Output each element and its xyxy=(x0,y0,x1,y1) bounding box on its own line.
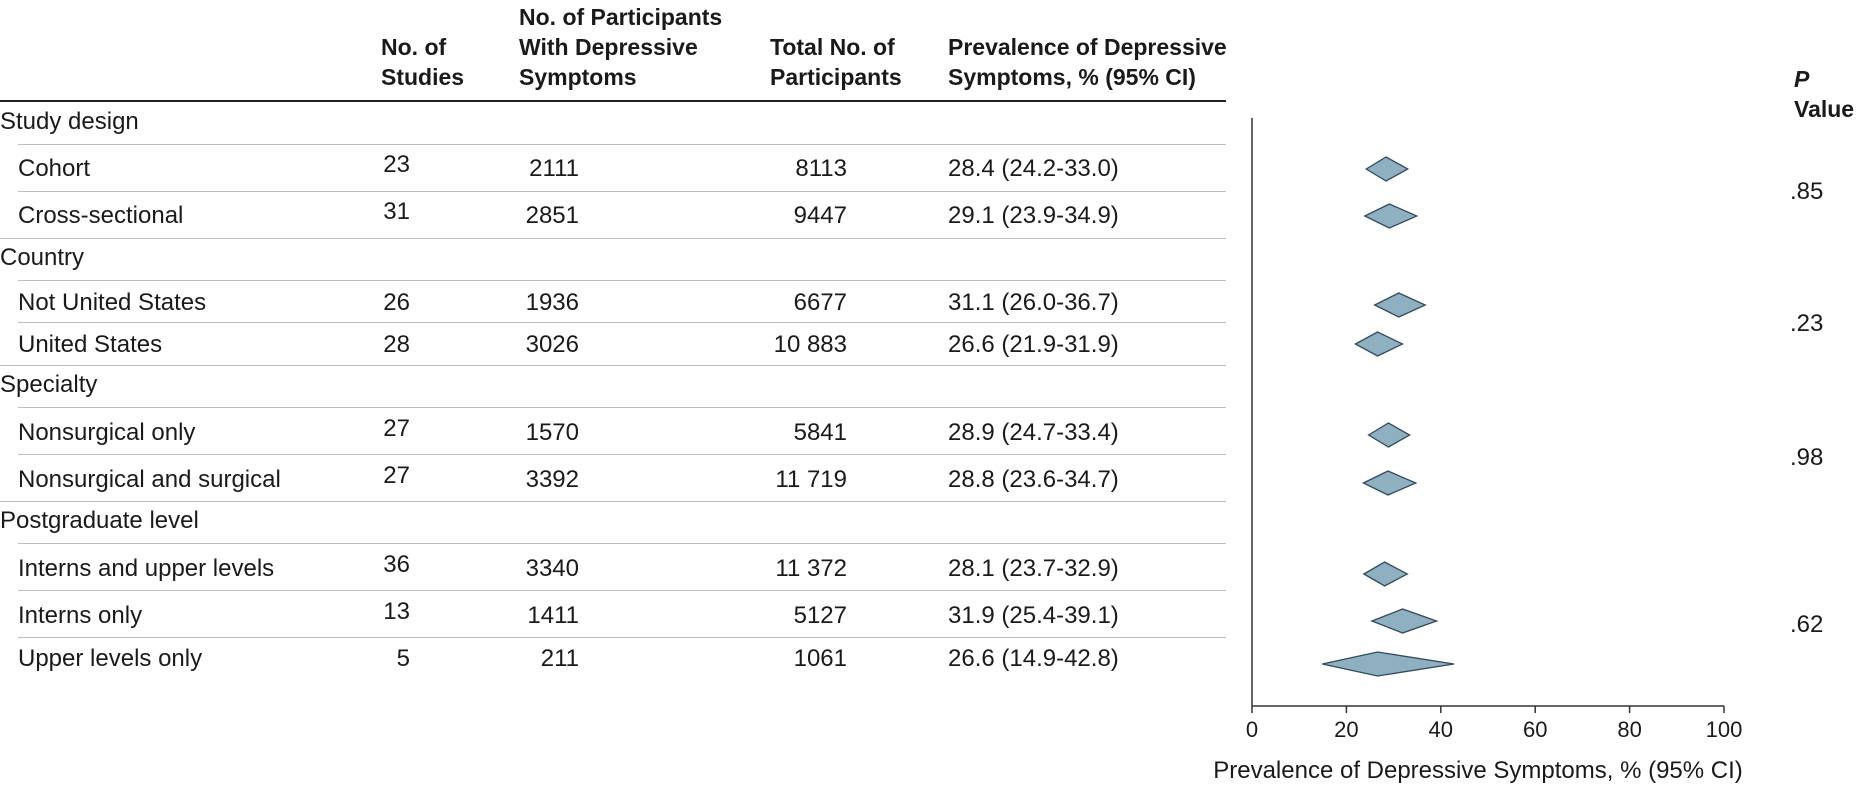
total-count: 8113 xyxy=(795,155,847,182)
row-label: Upper levels only xyxy=(18,645,203,672)
x-axis-title: Prevalence of Depressive Symptoms, % (95… xyxy=(1213,757,1743,784)
prevalence-value: 26.6 (21.9-31.9) xyxy=(948,331,1119,358)
header-p-value: P Value xyxy=(1794,64,1873,124)
header-no-of-studies: No. of Studies xyxy=(381,32,464,92)
row-separator xyxy=(18,637,1226,638)
studies-count: 27 xyxy=(383,462,410,489)
row-label: Nonsurgical only xyxy=(18,419,196,446)
header-line: Total No. of xyxy=(770,34,895,60)
estimate-diamond xyxy=(1367,422,1411,448)
group-label: Specialty xyxy=(0,371,98,398)
depressed-count: 2851 xyxy=(525,202,579,229)
header-line: Prevalence of Depressive xyxy=(948,34,1227,60)
x-tick-label: 20 xyxy=(1334,717,1358,742)
x-tick-label: 0 xyxy=(1246,717,1258,742)
p-value: .23 xyxy=(1790,310,1824,337)
row-label: Interns only xyxy=(18,602,143,629)
header-line: Symptoms, % (95% CI) xyxy=(948,64,1196,90)
estimate-diamond xyxy=(1362,561,1409,587)
estimate-diamond xyxy=(1354,331,1405,357)
header-line: No. of Participants xyxy=(519,4,723,30)
group-separator xyxy=(0,238,1226,239)
row-separator xyxy=(18,191,1226,192)
studies-count: 13 xyxy=(383,598,410,625)
total-count: 6677 xyxy=(793,289,847,316)
header-p-rest: Value xyxy=(1794,96,1855,122)
prevalence-value: 31.9 (25.4-39.1) xyxy=(948,602,1119,629)
forest-plot: 0 20 40 60 80 100 Prevalence of Depressive Sym… xyxy=(1213,118,1743,784)
depressed-count: 3340 xyxy=(525,555,579,582)
prevalence-value: 29.1 (23.9-34.9) xyxy=(948,202,1119,229)
row-separator xyxy=(18,590,1226,591)
p-value: .62 xyxy=(1790,611,1824,638)
group-label: Country xyxy=(0,244,85,271)
total-count: 9447 xyxy=(793,202,847,229)
header-line: Studies xyxy=(381,64,465,90)
depressed-count: 2111 xyxy=(529,155,579,182)
header-line: Participants xyxy=(770,64,902,90)
group-label: Postgraduate level xyxy=(0,507,199,534)
total-count: 11 719 xyxy=(775,466,847,493)
group-separator xyxy=(0,365,1226,366)
studies-count: 31 xyxy=(383,198,410,225)
row-label: United States xyxy=(18,331,163,358)
depressed-count: 3026 xyxy=(525,331,579,358)
row-label: Not United States xyxy=(18,289,207,316)
studies-count: 23 xyxy=(383,151,410,178)
header-line: No. of xyxy=(381,34,447,60)
row-label: Nonsurgical and surgical xyxy=(18,466,281,493)
x-tick-label: 80 xyxy=(1617,717,1641,742)
row-separator xyxy=(18,144,1226,145)
depressed-count: 211 xyxy=(540,645,579,672)
header-p-italic: P xyxy=(1794,66,1810,92)
estimate-diamond xyxy=(1364,156,1410,182)
x-tick-label: 40 xyxy=(1429,717,1453,742)
total-count: 11 372 xyxy=(775,555,847,582)
header-rule xyxy=(0,100,1226,102)
studies-count: 27 xyxy=(383,415,410,442)
studies-count: 26 xyxy=(383,289,410,316)
header-participants-with-depressive-symptoms: No. of Participants With Depressive Symp… xyxy=(519,2,722,92)
row-separator xyxy=(18,454,1226,455)
total-count: 5841 xyxy=(793,419,847,446)
studies-count: 36 xyxy=(383,551,410,578)
row-label: Cross-sectional xyxy=(18,202,184,229)
row-separator xyxy=(18,322,1226,323)
estimate-diamond xyxy=(1373,292,1427,318)
depressed-count: 1570 xyxy=(525,419,579,446)
header-line: Symptoms xyxy=(519,64,637,90)
row-label: Cohort xyxy=(18,155,91,182)
total-count: 10 883 xyxy=(773,331,847,358)
depressed-count: 1936 xyxy=(525,289,579,316)
p-value: .85 xyxy=(1790,178,1824,205)
row-separator xyxy=(18,280,1226,281)
prevalence-value: 28.9 (24.7-33.4) xyxy=(948,419,1119,446)
depressed-count: 1411 xyxy=(527,602,579,629)
group-label: Study design xyxy=(0,108,139,135)
header-prevalence: Prevalence of Depressive Symptoms, % (95… xyxy=(948,32,1227,92)
header-line: With Depressive xyxy=(519,34,698,60)
header-total-participants: Total No. of Participants xyxy=(770,32,902,92)
prevalence-value: 31.1 (26.0-36.7) xyxy=(948,289,1119,316)
row-separator xyxy=(18,407,1226,408)
estimate-diamond xyxy=(1370,608,1439,634)
total-count: 1061 xyxy=(793,645,847,672)
row-separator xyxy=(18,543,1226,544)
total-count: 5127 xyxy=(793,602,847,629)
p-value: .98 xyxy=(1790,444,1824,471)
group-separator xyxy=(0,501,1226,502)
estimate-diamond xyxy=(1322,651,1455,677)
prevalence-value: 26.6 (14.9-42.8) xyxy=(948,645,1119,672)
studies-count: 28 xyxy=(383,331,410,358)
estimate-diamond xyxy=(1363,203,1419,229)
row-label: Interns and upper levels xyxy=(18,555,275,582)
studies-count: 5 xyxy=(396,645,410,672)
depressed-count: 3392 xyxy=(525,466,579,493)
x-tick-label: 100 xyxy=(1706,717,1743,742)
estimate-diamond xyxy=(1361,470,1418,496)
x-tick-label: 60 xyxy=(1523,717,1547,742)
prevalence-value: 28.8 (23.6-34.7) xyxy=(948,466,1119,493)
prevalence-value: 28.1 (23.7-32.9) xyxy=(948,555,1119,582)
prevalence-value: 28.4 (24.2-33.0) xyxy=(948,155,1119,182)
